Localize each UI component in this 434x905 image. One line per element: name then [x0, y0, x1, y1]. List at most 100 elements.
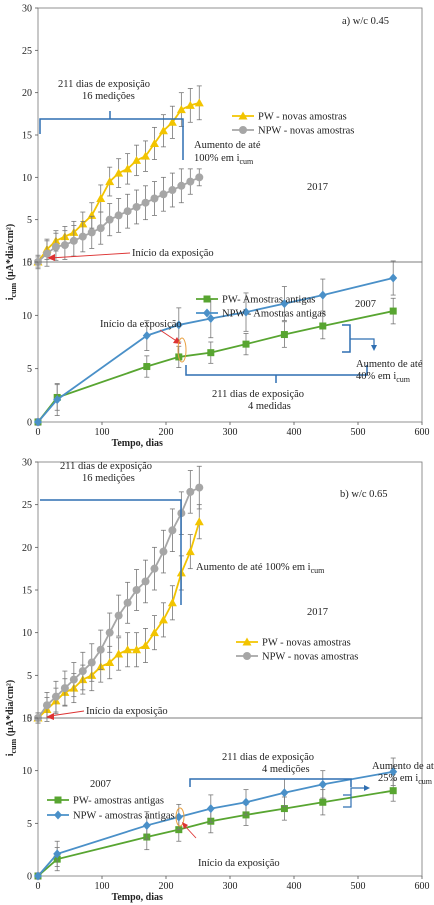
increase-arrow: [350, 787, 366, 795]
y-tick-label: 20: [22, 543, 32, 554]
y-tick-label: 25: [22, 46, 32, 57]
x-tick-label: 500: [351, 427, 366, 438]
data-point: [318, 779, 327, 789]
bracket: [40, 499, 182, 553]
data-point: [389, 767, 398, 777]
data-point: [96, 645, 105, 654]
data-point: [280, 805, 288, 813]
data-point: [150, 194, 159, 203]
series-2: [34, 168, 204, 268]
data-point: [186, 177, 195, 186]
data-point: [143, 363, 151, 371]
data-point: [87, 210, 97, 219]
chart-panel-1: 0 5 10 15 20 25 30 icum (µA*dia/cm²): [5, 4, 423, 300]
bracket: [189, 778, 352, 787]
legend-marker: [54, 796, 62, 804]
data-point: [51, 242, 60, 251]
data-point: [149, 138, 159, 147]
increase-arrowhead: [371, 345, 377, 351]
data-point: [207, 349, 215, 357]
data-point: [158, 615, 168, 624]
data-point: [141, 640, 151, 649]
y-tick-label: 0: [27, 714, 32, 725]
increase-arrow: [350, 338, 375, 347]
x-tick-label: 600: [415, 881, 430, 892]
data-point: [69, 675, 78, 684]
data-point: [389, 273, 398, 283]
bracket-label: 4 medições: [262, 764, 310, 775]
y-tick-label: 10: [22, 173, 32, 184]
data-point: [105, 658, 115, 667]
series-1: [33, 85, 204, 270]
legend-label: NPW - amostras antigas: [73, 811, 175, 822]
data-point: [142, 331, 151, 341]
x-tick-label: 100: [95, 427, 110, 438]
data-point: [123, 207, 132, 216]
bracket: [185, 365, 368, 376]
data-point: [280, 788, 289, 798]
y-tick-label: 5: [27, 215, 32, 226]
panel-label: a) w/c 0.45: [342, 16, 389, 27]
y-tick-label: 0: [27, 418, 32, 429]
x-tick-label: 400: [287, 881, 302, 892]
y-tick-label: 30: [22, 4, 32, 15]
data-point: [319, 798, 327, 806]
data-point: [96, 224, 105, 233]
data-point: [78, 667, 87, 676]
data-point: [141, 151, 151, 160]
bracket-label: 211 dias de exposição: [212, 389, 304, 400]
increase-bracket: [343, 794, 352, 808]
legend-label: PW- amostras antigas: [73, 796, 164, 807]
data-point: [280, 299, 289, 309]
legend-label: PW - novas amostras: [258, 112, 347, 123]
y-tick-label: 5: [27, 819, 32, 830]
increase-label: Aumento de até: [372, 761, 434, 772]
y-tick-label: 5: [27, 671, 32, 682]
panel-4-annotations: 2007 PW- amostras antigas NPW - amostras a…: [47, 752, 434, 869]
bracket-label: 211 dias de exposição: [58, 79, 150, 90]
year-label: 2007: [90, 779, 111, 790]
data-point: [159, 190, 168, 199]
series-line: [37, 310, 394, 423]
x-tick-label: 100: [95, 881, 110, 892]
data-point: [114, 168, 124, 177]
y-tick-label: 0: [27, 258, 32, 269]
data-point: [34, 871, 42, 881]
legend-label: PW- Amostras antigas: [222, 295, 315, 306]
data-point: [242, 307, 250, 317]
x-axis-label: Tempo, dias: [112, 438, 163, 449]
data-point: [176, 105, 186, 114]
series-2: [34, 465, 204, 724]
data-point: [194, 98, 204, 107]
data-point: [149, 628, 159, 637]
data-point: [114, 649, 124, 658]
y-tick-label: 15: [22, 258, 32, 269]
data-point: [168, 186, 177, 195]
increase-bracket: [342, 324, 351, 353]
y-tick-label: 20: [22, 88, 32, 99]
highlight-ellipse: [177, 337, 187, 363]
data-point: [78, 232, 87, 241]
data-point: [389, 307, 397, 315]
data-point: [167, 598, 177, 607]
increase-label: Aumento de até: [194, 140, 261, 151]
increase-label: Aumento de até: [356, 359, 423, 370]
start-arrowhead: [46, 713, 54, 720]
y-axis-label: icum (µA*dia/cm²): [5, 224, 18, 300]
x-axis-label: Tempo, dias: [112, 892, 163, 903]
start-arrowhead: [182, 822, 188, 829]
series-2: [34, 260, 398, 427]
bracket-label: 211 dias de exposição: [222, 752, 314, 763]
data-point: [206, 804, 215, 814]
data-point: [280, 331, 288, 339]
data-point: [132, 645, 142, 654]
data-point: [132, 202, 141, 211]
data-point: [87, 658, 96, 667]
data-point: [60, 684, 69, 693]
increase-label: 40% em icum: [356, 371, 411, 384]
year-label: 2017: [307, 182, 328, 193]
plot-frame: [37, 7, 423, 263]
y-tick-label: 0: [27, 872, 32, 883]
